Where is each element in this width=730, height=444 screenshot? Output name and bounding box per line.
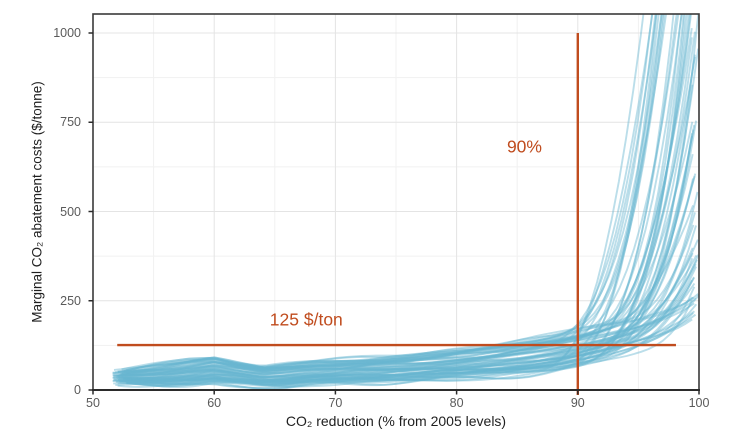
scenario-curve bbox=[125, 84, 694, 376]
x-tick-label-100: 100 bbox=[688, 396, 710, 410]
scenario-curve bbox=[126, 277, 695, 387]
scenario-curve bbox=[116, 239, 699, 381]
scenario-curve bbox=[114, 303, 698, 385]
scenario-curve bbox=[121, 297, 697, 376]
y-tick-label-1000: 1000 bbox=[53, 26, 81, 40]
scenario-curve bbox=[117, 37, 693, 385]
scenario-curve bbox=[125, 296, 694, 377]
scenario-curve bbox=[124, 14, 645, 384]
scenario-curve bbox=[113, 14, 663, 371]
scenario-curve bbox=[121, 14, 683, 375]
scenario-curve bbox=[126, 224, 695, 372]
scenario-curve bbox=[121, 266, 697, 377]
annotation-125-per-ton: 125 $/ton bbox=[269, 309, 343, 330]
scenario-curve bbox=[123, 293, 699, 374]
scenario-curve bbox=[125, 153, 694, 382]
scenario-curve bbox=[113, 313, 697, 383]
scenario-curve bbox=[117, 27, 693, 377]
y-tick-label-0: 0 bbox=[74, 383, 81, 397]
scenario-curve bbox=[119, 124, 696, 376]
scenario-curve bbox=[112, 14, 683, 377]
scenario-curve bbox=[124, 14, 699, 384]
y-axis-title: Marginal CO₂ abatement costs ($/tonne) bbox=[29, 81, 45, 323]
scenario-curve bbox=[118, 178, 694, 382]
scenario-curve bbox=[115, 191, 699, 377]
annotation-90-percent: 90% bbox=[506, 136, 542, 157]
scenario-curve bbox=[123, 14, 657, 373]
scenario-curve bbox=[115, 14, 690, 389]
annotation-lines-layer bbox=[117, 33, 676, 395]
scenario-curve bbox=[120, 54, 696, 386]
scenario-curve bbox=[125, 14, 675, 385]
scenario-curve bbox=[112, 302, 695, 379]
scenario-curve bbox=[113, 14, 686, 381]
axis-ticks-layer bbox=[88, 32, 700, 395]
scenario-curve bbox=[121, 263, 697, 382]
scenario-curves-layer bbox=[112, 14, 699, 390]
scenario-curve bbox=[120, 56, 696, 376]
scenario-curve bbox=[113, 173, 697, 378]
scenario-curve bbox=[115, 14, 678, 387]
scenario-curve bbox=[113, 14, 666, 375]
scenario-curve bbox=[125, 257, 694, 380]
scenario-curve bbox=[118, 129, 695, 390]
y-tick-label-750: 750 bbox=[60, 115, 81, 130]
scenario-curve bbox=[118, 205, 694, 377]
scenario-curve bbox=[119, 276, 695, 387]
scenario-curve bbox=[123, 14, 668, 381]
scenario-curve bbox=[112, 14, 658, 375]
scenario-curve bbox=[118, 14, 660, 382]
scenario-curve bbox=[121, 120, 698, 371]
scenario-curve bbox=[117, 133, 693, 373]
scenario-curve bbox=[118, 14, 688, 380]
scenario-curve bbox=[121, 225, 697, 384]
x-tick-label-50: 50 bbox=[86, 396, 100, 410]
scenario-curve bbox=[125, 14, 664, 384]
scenario-curve bbox=[126, 14, 692, 389]
scenario-curve bbox=[112, 286, 696, 383]
scenario-curve bbox=[112, 14, 685, 374]
scenario-curve bbox=[116, 48, 699, 383]
scenario-curve bbox=[125, 14, 693, 374]
scenario-curve bbox=[114, 14, 663, 374]
scenario-curve bbox=[125, 312, 694, 387]
scenario-curve bbox=[121, 254, 698, 374]
scenario-curve bbox=[126, 296, 695, 375]
scenario-curve bbox=[118, 247, 694, 386]
scenario-curve bbox=[123, 14, 654, 385]
scenario-curve bbox=[113, 14, 654, 377]
x-tick-label-70: 70 bbox=[328, 396, 343, 410]
scenario-curve bbox=[124, 279, 693, 381]
x-tick-label-90: 90 bbox=[570, 396, 585, 410]
scenario-curve bbox=[120, 31, 696, 373]
x-tick-label-80: 80 bbox=[449, 396, 464, 410]
scenario-curve bbox=[117, 14, 680, 373]
y-tick-label-250: 250 bbox=[60, 293, 81, 308]
scenario-curve bbox=[126, 14, 658, 388]
scenario-curve bbox=[117, 300, 693, 390]
x-axis-title: CO₂ reduction (% from 2005 levels) bbox=[285, 413, 507, 429]
x-tick-label-60: 60 bbox=[207, 396, 222, 410]
scenario-curve bbox=[117, 121, 694, 373]
scenario-curve bbox=[122, 259, 698, 379]
y-tick-label-500: 500 bbox=[60, 204, 81, 219]
scenario-curve bbox=[124, 294, 699, 382]
scenario-curve bbox=[112, 175, 696, 384]
scenario-curve bbox=[117, 318, 693, 386]
scenario-curve bbox=[112, 282, 696, 377]
scenario-curve bbox=[113, 212, 696, 385]
scenario-curve bbox=[112, 310, 695, 382]
